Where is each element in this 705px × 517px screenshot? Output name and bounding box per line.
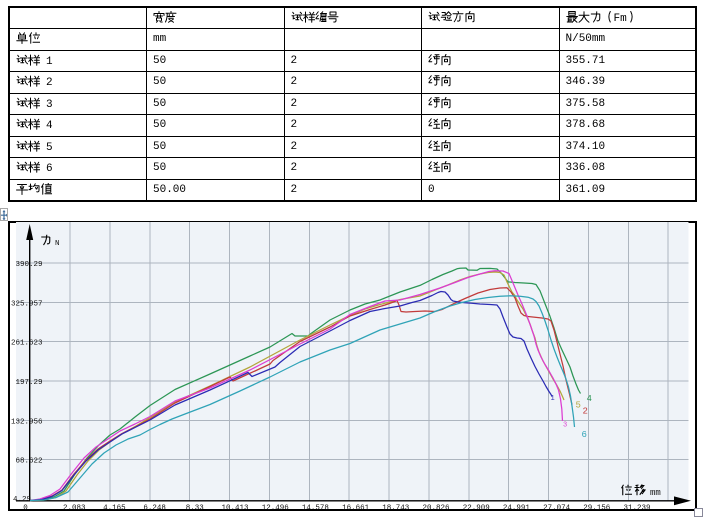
svg-text:N: N	[55, 240, 60, 248]
svg-text:8.33: 8.33	[186, 505, 205, 512]
svg-text:390.29: 390.29	[15, 261, 42, 269]
svg-text:mm: mm	[650, 488, 661, 498]
svg-text:16.661: 16.661	[342, 505, 370, 512]
svg-text:325.957: 325.957	[11, 300, 43, 308]
svg-text:4: 4	[587, 394, 592, 404]
svg-text:14.578: 14.578	[302, 505, 329, 512]
svg-text:197.29: 197.29	[15, 379, 42, 387]
svg-text:132.956: 132.956	[11, 418, 43, 426]
svg-text:68.622: 68.622	[15, 458, 42, 466]
svg-text:2: 2	[583, 407, 588, 417]
svg-text:261.623: 261.623	[11, 340, 43, 348]
svg-text:31.239: 31.239	[623, 505, 650, 512]
svg-text:29.156: 29.156	[583, 505, 611, 512]
svg-text:6.248: 6.248	[143, 505, 166, 512]
svg-text:10.413: 10.413	[221, 505, 249, 512]
svg-text:6: 6	[582, 430, 587, 440]
svg-text:18.743: 18.743	[382, 505, 410, 512]
svg-text:2.083: 2.083	[63, 505, 86, 512]
svg-text:0: 0	[23, 505, 28, 512]
svg-text:12.496: 12.496	[262, 505, 290, 512]
svg-text:4.165: 4.165	[103, 505, 126, 512]
svg-text:3: 3	[563, 422, 567, 430]
svg-text:20.826: 20.826	[422, 505, 450, 512]
svg-text:4.29: 4.29	[13, 496, 31, 504]
svg-text:22.909: 22.909	[463, 505, 490, 512]
svg-text:5: 5	[576, 401, 581, 411]
svg-text:27.074: 27.074	[543, 505, 571, 512]
svg-text:24.991: 24.991	[503, 505, 531, 512]
svg-text:1: 1	[551, 395, 555, 403]
